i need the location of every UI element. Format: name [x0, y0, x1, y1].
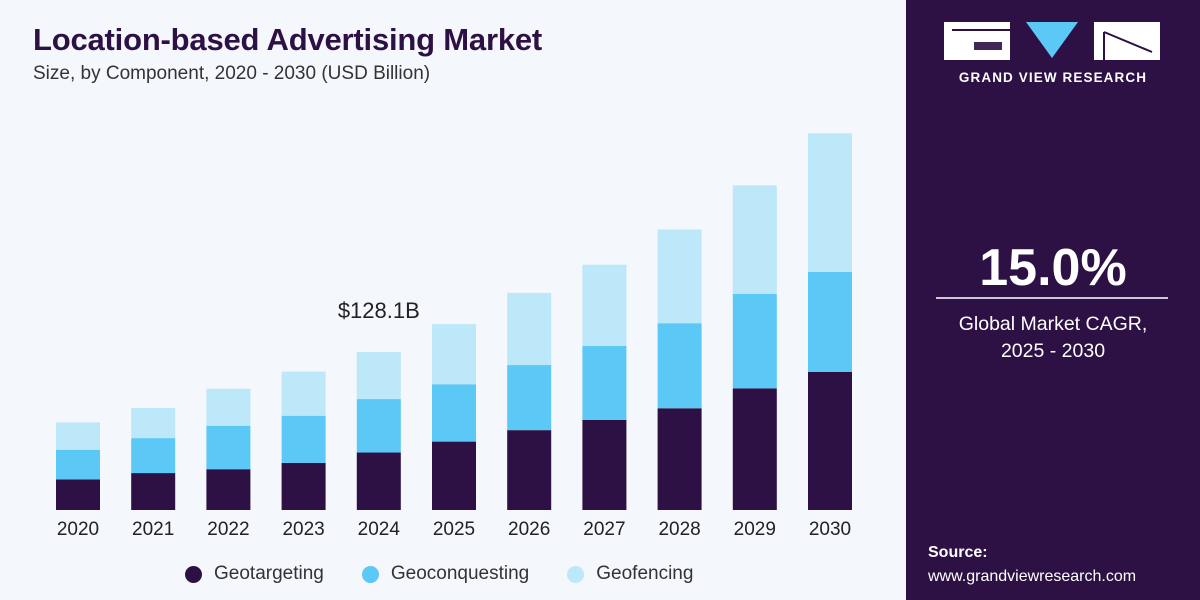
bar-segment-geofencing-2025: [432, 324, 476, 385]
bar-segment-geofencing-2024: [356, 352, 401, 400]
legend-swatch-geofencing: [567, 565, 585, 583]
bar-segment-geotargeting-2023: [281, 462, 326, 510]
cagr-caption: Global Market CAGR, 2025 - 2030: [906, 311, 1200, 365]
bar-segment-geofencing-2027: [582, 264, 627, 346]
legend-swatch-geotargeting: [185, 565, 202, 583]
x-tick-label-2030: 2030: [809, 519, 851, 540]
bar-segment-geoconquesting-2021: [131, 438, 176, 474]
logo-v-icon: [1026, 22, 1078, 58]
chart-subtitle: Size, by Component, 2020 - 2030 (USD Bil…: [33, 63, 431, 84]
bar-segment-geofencing-2026: [507, 292, 552, 366]
stacked-bar-chart: 2020 2021 2022 2023 2024 2025 2026 2027 2028 2029…: [56, 133, 852, 540]
legend-swatch-geoconquesting: [361, 565, 379, 583]
bar-segment-geoconquesting-2020: [56, 449, 100, 480]
brand-logo: GRAND VIEW RESEARCH: [944, 22, 1162, 92]
info-sidebar: GRAND VIEW RESEARCH 15.0% Global Market …: [906, 0, 1200, 600]
chart-panel: Location-based Advertising Market Size, …: [33, 22, 852, 585]
x-tick-label-2022: 2022: [207, 519, 249, 540]
value-annotation-2024: $128.1B: [338, 298, 420, 323]
x-tick-label-2028: 2028: [658, 519, 700, 540]
bar-segment-geoconquesting-2025: [432, 384, 476, 442]
chart-title: Location-based Advertising Market: [33, 22, 543, 57]
bar-segment-geoconquesting-2030: [808, 272, 852, 372]
x-tick-label-2020: 2020: [57, 519, 99, 540]
bar-segment-geotargeting-2020: [56, 479, 100, 510]
bar-segment-geotargeting-2021: [131, 473, 176, 510]
legend-item-geotargeting: Geotargeting: [185, 563, 324, 585]
legend-label-geotargeting: Geotargeting: [214, 563, 324, 584]
logo-r-icon: [1094, 22, 1160, 60]
brand-name: GRAND VIEW RESEARCH: [958, 70, 1148, 85]
divider: [936, 297, 1168, 299]
chart-legend: Geotargeting Geoconquesting Geofencing: [185, 563, 731, 585]
bar-segment-geoconquesting-2029: [732, 293, 777, 389]
x-tick-label-2024: 2024: [358, 519, 401, 540]
cagr-value: 15.0%: [979, 239, 1127, 297]
bar-segment-geofencing-2020: [56, 422, 100, 450]
bar-segment-geoconquesting-2028: [657, 323, 702, 409]
logo-mark-icon: [944, 22, 1160, 60]
bar-segment-geoconquesting-2027: [582, 345, 627, 420]
bar-segment-geotargeting-2022: [206, 469, 251, 510]
legend-label-geoconquesting: Geoconquesting: [390, 563, 530, 584]
source-url: www.grandviewresearch.com: [928, 568, 1137, 585]
bar-segment-geoconquesting-2023: [281, 415, 326, 463]
bar-segment-geotargeting-2025: [432, 441, 476, 510]
bar-segment-geoconquesting-2022: [206, 425, 251, 470]
logo-g-icon: [944, 22, 1010, 60]
bar-segment-geoconquesting-2024: [356, 399, 401, 453]
legend-item-geofencing: Geofencing: [567, 563, 693, 585]
bar-segment-geoconquesting-2026: [507, 365, 552, 431]
cagr-label-line2: 2025 - 2030: [1000, 340, 1106, 362]
bar-segment-geofencing-2021: [131, 408, 176, 439]
x-tick-label-2021: 2021: [132, 519, 174, 540]
source-label: Source:: [928, 544, 988, 561]
bar-segment-geotargeting-2029: [732, 388, 777, 510]
x-tick-label-2026: 2026: [508, 519, 550, 540]
bar-segment-geotargeting-2028: [657, 408, 702, 510]
bar-segment-geofencing-2028: [657, 229, 702, 324]
x-tick-label-2029: 2029: [734, 519, 776, 540]
bar-segment-geotargeting-2024: [356, 452, 401, 510]
bar-segment-geofencing-2030: [808, 133, 852, 272]
bar-segment-geotargeting-2027: [582, 419, 627, 510]
bar-segment-geotargeting-2026: [507, 430, 552, 510]
x-tick-label-2023: 2023: [282, 519, 324, 540]
bar-segment-geofencing-2022: [206, 388, 251, 426]
legend-item-geoconquesting: Geoconquesting: [361, 563, 530, 585]
bar-segment-geofencing-2029: [732, 185, 777, 294]
x-tick-label-2025: 2025: [433, 519, 475, 540]
legend-label-geofencing: Geofencing: [596, 563, 694, 584]
bar-segment-geotargeting-2030: [808, 371, 852, 510]
cagr-label-line1: Global Market CAGR,: [958, 313, 1148, 335]
x-tick-label-2027: 2027: [583, 519, 625, 540]
bar-segment-geofencing-2023: [281, 371, 326, 416]
